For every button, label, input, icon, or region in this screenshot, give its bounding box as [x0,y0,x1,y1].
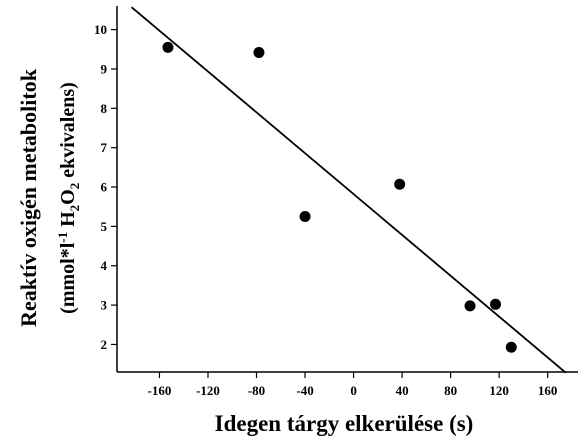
x-tick-label: -80 [248,383,265,398]
y-axis-title-line1: Reaktív oxigén metabolitok [16,68,41,327]
y-tick-label: 10 [94,22,107,37]
trendline [130,6,567,374]
y-tick-label: 9 [101,61,108,76]
x-tick-label: -120 [196,383,220,398]
x-tick-label: 120 [489,383,509,398]
data-points [162,41,517,353]
data-point [464,300,476,312]
x-tick-label: -160 [148,383,172,398]
y-tick-label: 4 [101,258,108,273]
data-point [162,41,174,53]
data-point [490,298,502,310]
x-tick-label: -40 [296,383,313,398]
y-tick-label: 7 [101,140,108,155]
y-tick-label: 5 [101,219,108,234]
x-tick-label: 40 [396,383,409,398]
regression-line [130,6,567,374]
x-tick-label: 0 [350,383,357,398]
x-tick-label: 80 [444,383,457,398]
x-tick-label: 160 [538,383,558,398]
x-axis-ticks: -160 -120 -80 -40 0 40 80 120 160 [148,372,558,398]
data-point [505,341,517,353]
y-tick-label: 6 [101,180,108,195]
x-axis-title: Idegen tárgy elkerülése (s) [215,411,474,436]
y-axis-title-line2: (mmol*l-1 H2O2 ekvivalens) [55,82,82,314]
y-tick-label: 2 [101,337,108,352]
axes [116,6,578,373]
data-point [299,211,311,223]
data-point [253,46,265,58]
y-tick-label: 3 [101,298,108,313]
data-point [394,178,406,190]
y-tick-label: 8 [101,101,108,116]
y-axis-ticks: 2 3 4 5 6 7 8 9 10 [94,22,117,352]
